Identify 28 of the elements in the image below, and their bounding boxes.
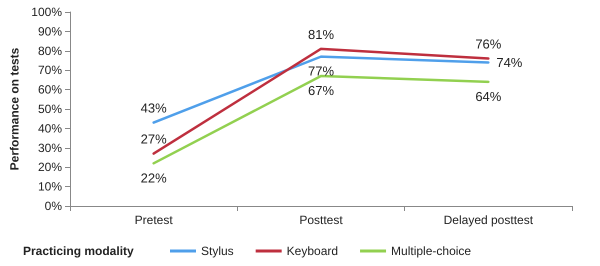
- y-tick-label: 100%: [31, 5, 62, 19]
- data-label: 81%: [308, 26, 334, 42]
- y-tick-label: 90%: [38, 24, 62, 38]
- y-tick-label: 70%: [38, 63, 62, 78]
- legend-label: Keyboard: [286, 244, 338, 258]
- data-label: 22%: [140, 170, 168, 186]
- data-label: 67%: [308, 83, 334, 98]
- x-tick-label: Pretest: [134, 213, 174, 227]
- legend-label: Stylus: [201, 244, 234, 258]
- y-tick-label: 30%: [38, 140, 62, 155]
- legend-label: Multiple-choice: [391, 244, 472, 258]
- data-label: 76%: [475, 36, 502, 52]
- y-tick-label: 60%: [38, 82, 62, 97]
- y-tick-label: 50%: [38, 102, 62, 116]
- y-axis-title: Performance on tests: [7, 47, 22, 170]
- y-tick-label: 20%: [38, 160, 62, 174]
- y-tick-label: 0%: [44, 199, 62, 213]
- data-label: 27%: [140, 132, 168, 147]
- y-tick-label: 40%: [38, 121, 62, 136]
- data-label: 77%: [308, 64, 334, 79]
- y-tick-label: 80%: [38, 44, 62, 58]
- legend-title: Practicing modality: [23, 244, 134, 258]
- data-label: 74%: [496, 54, 523, 70]
- x-tick-label: Delayed posttest: [444, 213, 534, 227]
- x-tick-label: Posttest: [299, 213, 344, 227]
- y-tick-label: 10%: [38, 180, 62, 194]
- data-label: 43%: [140, 100, 168, 116]
- data-label: 64%: [475, 88, 502, 104]
